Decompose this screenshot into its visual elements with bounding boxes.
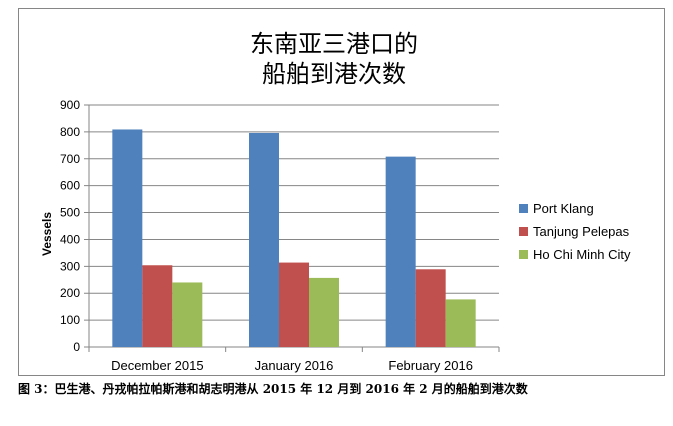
legend-label: Tanjung Pelepas	[533, 224, 630, 239]
bar-port-klang	[112, 129, 143, 347]
bars	[112, 129, 476, 347]
legend-swatch	[519, 204, 528, 213]
legend-label: Ho Chi Minh City	[533, 247, 631, 262]
bar-ho-chi-minh-city	[309, 277, 339, 347]
y-tick-label: 300	[60, 259, 80, 273]
bar-port-klang	[249, 132, 279, 347]
y-tick-label: 900	[60, 98, 80, 112]
legend-label: Port Klang	[533, 201, 594, 216]
y-tick-labels: 0 100 200 300 400 500 600 700 800 900	[60, 98, 80, 354]
bar-chart: 东南亚三港口的 船舶到港次数 Vessels 0 100 200 300 400 500 6…	[40, 30, 631, 373]
y-tick-label: 800	[60, 125, 80, 139]
x-tick-labels: December 2015 January 2016 February 2016	[111, 358, 473, 373]
y-tick-label: 100	[60, 313, 80, 327]
chart-title-line-2: 船舶到港次数	[262, 60, 406, 88]
y-tick-label: 600	[60, 179, 80, 193]
bar-ho-chi-minh-city	[172, 282, 203, 347]
figure-caption: 图 3：巴生港、丹戎帕拉帕斯港和胡志明港从 2015 年 12 月到 2016 …	[18, 382, 528, 396]
bar-tanjung-pelepas	[279, 262, 309, 347]
y-tick-label: 500	[60, 206, 80, 220]
bar-ho-chi-minh-city	[445, 299, 476, 347]
legend-swatch	[519, 227, 528, 236]
x-tick-label: February 2016	[388, 358, 473, 373]
x-tick-label: January 2016	[255, 358, 334, 373]
y-tick-label: 700	[60, 152, 80, 166]
y-tick-label: 0	[73, 340, 80, 354]
chart-frame: 东南亚三港口的 船舶到港次数 Vessels 0 100 200 300 400 500 6…	[18, 8, 665, 376]
y-axis-label: Vessels	[40, 212, 54, 256]
bar-tanjung-pelepas	[142, 265, 173, 347]
legend: Port Klang Tanjung Pelepas Ho Chi Minh Cit…	[519, 201, 631, 262]
bar-port-klang	[385, 156, 416, 347]
chart-title-line-1: 东南亚三港口的	[250, 30, 418, 58]
legend-swatch	[519, 250, 528, 259]
y-tick-label: 200	[60, 286, 80, 300]
bar-tanjung-pelepas	[415, 269, 446, 347]
y-tick-label: 400	[60, 232, 80, 246]
x-tick-label: December 2015	[111, 358, 204, 373]
